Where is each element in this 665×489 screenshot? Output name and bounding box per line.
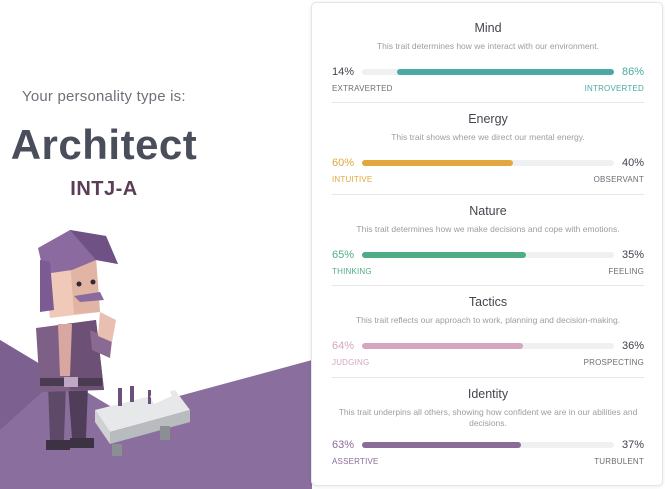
right-percent: 35% bbox=[621, 249, 644, 261]
type-name: Architect bbox=[10, 121, 198, 168]
left-percent: 60% bbox=[332, 157, 355, 169]
trait-progress-track bbox=[362, 252, 614, 258]
trait-description: This trait shows where we direct our men… bbox=[391, 132, 585, 142]
right-label: OBSERVANT bbox=[593, 175, 644, 184]
trait-progress-fill bbox=[362, 343, 524, 349]
type-intro: Your personality type is: bbox=[22, 88, 186, 105]
architect-illustration bbox=[0, 230, 312, 489]
trait-progress-fill bbox=[397, 69, 614, 75]
left-label: EXTRAVERTED bbox=[332, 84, 393, 93]
trait-progress-track bbox=[362, 442, 614, 448]
left-label: ASSERTIVE bbox=[332, 457, 379, 466]
trait-energy: Energy This trait shows where we direct … bbox=[332, 102, 644, 187]
trait-title: Energy bbox=[468, 112, 508, 126]
trait-title: Identity bbox=[467, 387, 509, 401]
trait-description: This trait reflects our approach to work… bbox=[355, 315, 621, 325]
trait-progress-track bbox=[362, 160, 614, 166]
trait-progress-track bbox=[362, 69, 614, 75]
trait-bar-row: 63% 37% bbox=[332, 438, 644, 452]
trait-bar-row: 60% 40% bbox=[332, 156, 644, 170]
left-label: THINKING bbox=[332, 267, 372, 276]
trait-title: Tactics bbox=[468, 295, 508, 309]
right-label: INTROVERTED bbox=[584, 84, 644, 93]
trait-labels: ASSERTIVE TURBULENT bbox=[332, 457, 644, 469]
type-code: INTJ-A bbox=[70, 178, 138, 200]
trait-identity: Identity This trait underpins all others… bbox=[332, 377, 644, 469]
traits-card: Mind This trait determines how we intera… bbox=[311, 2, 663, 486]
trait-bar-row: 64% 36% bbox=[332, 339, 644, 353]
left-percent: 65% bbox=[332, 249, 355, 261]
right-percent: 40% bbox=[621, 157, 644, 169]
left-percent: 64% bbox=[332, 340, 355, 352]
right-label: PROSPECTING bbox=[583, 358, 644, 367]
trait-tactics: Tactics This trait reflects our approach… bbox=[332, 285, 644, 370]
trait-labels: JUDGING PROSPECTING bbox=[332, 358, 644, 370]
right-percent: 86% bbox=[621, 66, 644, 78]
trait-bar-row: 14% 86% bbox=[332, 65, 644, 79]
left-percent: 63% bbox=[332, 439, 355, 451]
right-percent: 37% bbox=[621, 439, 644, 451]
right-label: TURBULENT bbox=[594, 457, 644, 466]
trait-labels: INTUITIVE OBSERVANT bbox=[332, 175, 644, 187]
left-percent: 14% bbox=[332, 66, 355, 78]
trait-title: Mind bbox=[474, 21, 502, 35]
trait-progress-track bbox=[362, 343, 614, 349]
result-panel: Your personality type is: Architect INTJ… bbox=[0, 0, 312, 489]
trait-description: This trait determines how we make decisi… bbox=[356, 224, 620, 234]
left-label: INTUITIVE bbox=[332, 175, 373, 184]
trait-progress-fill bbox=[362, 442, 521, 448]
trait-progress-fill bbox=[362, 252, 526, 258]
trait-description: This trait determines how we interact wi… bbox=[376, 41, 600, 51]
left-label: JUDGING bbox=[332, 358, 370, 367]
trait-labels: EXTRAVERTED INTROVERTED bbox=[332, 84, 644, 96]
trait-bar-row: 65% 35% bbox=[332, 248, 644, 262]
right-percent: 36% bbox=[621, 340, 644, 352]
trait-progress-fill bbox=[362, 160, 514, 166]
trait-labels: THINKING FEELING bbox=[332, 267, 644, 279]
trait-nature: Nature This trait determines how we make… bbox=[332, 194, 644, 279]
trait-title: Nature bbox=[469, 204, 507, 218]
right-label: FEELING bbox=[608, 267, 644, 276]
trait-description: This trait underpins all others, showing… bbox=[338, 407, 638, 428]
trait-mind: Mind This trait determines how we intera… bbox=[332, 21, 644, 96]
